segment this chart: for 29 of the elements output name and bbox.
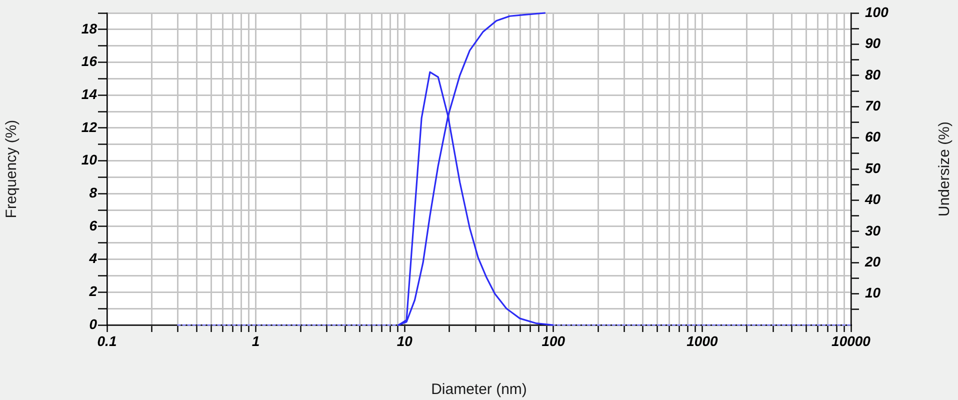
y2-tick-label: 60 bbox=[865, 128, 881, 145]
x-tick-label: 1 bbox=[252, 332, 260, 349]
y2-tick-label: 70 bbox=[865, 97, 881, 114]
y2-tick-label: 80 bbox=[865, 66, 881, 82]
y-tick-label: 14 bbox=[81, 86, 98, 102]
x-tick-label: 100 bbox=[542, 332, 566, 349]
x-tick-label: 0.1 bbox=[97, 332, 117, 349]
y2-tick-label: 50 bbox=[865, 160, 881, 176]
y-tick-label: 18 bbox=[81, 20, 98, 36]
y2-tick-label: 100 bbox=[865, 4, 889, 20]
y-tick-label: 12 bbox=[81, 118, 98, 135]
y2-tick-label: 30 bbox=[865, 222, 881, 238]
y-tick-label: 0 bbox=[89, 316, 98, 332]
y-tick-label: 10 bbox=[81, 152, 98, 168]
x-axis-title: Diameter (nm) bbox=[431, 381, 527, 398]
x-tick-label: 1000 bbox=[686, 332, 718, 349]
y-tick-label: 4 bbox=[88, 250, 98, 266]
y-tick-label: 8 bbox=[89, 184, 98, 200]
x-tick-label: 10000 bbox=[832, 332, 871, 349]
y-tick-label: 6 bbox=[89, 217, 98, 234]
y2-tick-label: 40 bbox=[864, 191, 881, 208]
y-tick-label: 2 bbox=[88, 283, 98, 300]
y2-axis-title: Undersize (%) bbox=[936, 121, 954, 217]
y2-tick-label: 90 bbox=[865, 35, 881, 52]
y-axis-title: Frequency (%) bbox=[3, 120, 20, 218]
y-tick-label: 16 bbox=[81, 53, 98, 70]
x-tick-label: 10 bbox=[396, 332, 413, 349]
y2-tick-label: 20 bbox=[864, 253, 881, 270]
y2-tick-label: 10 bbox=[865, 284, 881, 301]
